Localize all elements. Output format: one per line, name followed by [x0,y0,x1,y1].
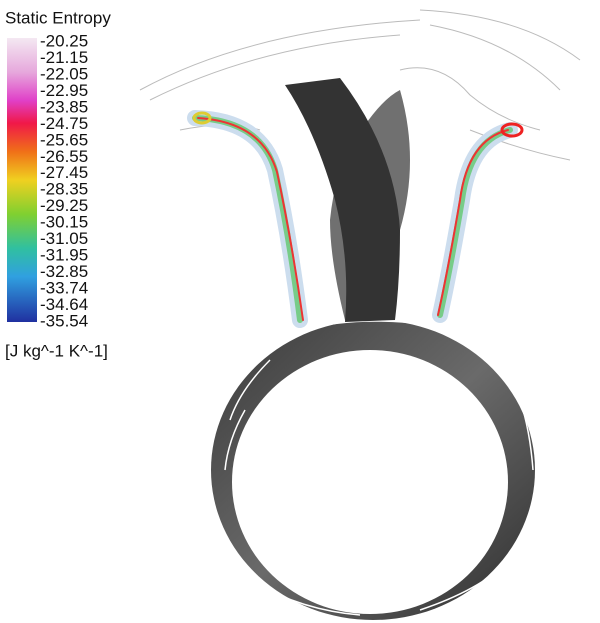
page: {"legend": {"title": "Static Entropy", "… [0,0,600,623]
legend-tick-label: -35.54 [40,311,88,330]
legend-unit: [J kg^-1 K^-1] [5,341,108,360]
ring-hole [232,350,508,614]
legend-ticks: -20.25-21.15-22.05-22.95-23.85-24.75-25.… [40,31,88,330]
colorbar [7,38,37,322]
figure: Static Entropy -20.25-21.15-22.05-22.95-… [0,0,600,623]
legend-title: Static Entropy [5,8,111,27]
